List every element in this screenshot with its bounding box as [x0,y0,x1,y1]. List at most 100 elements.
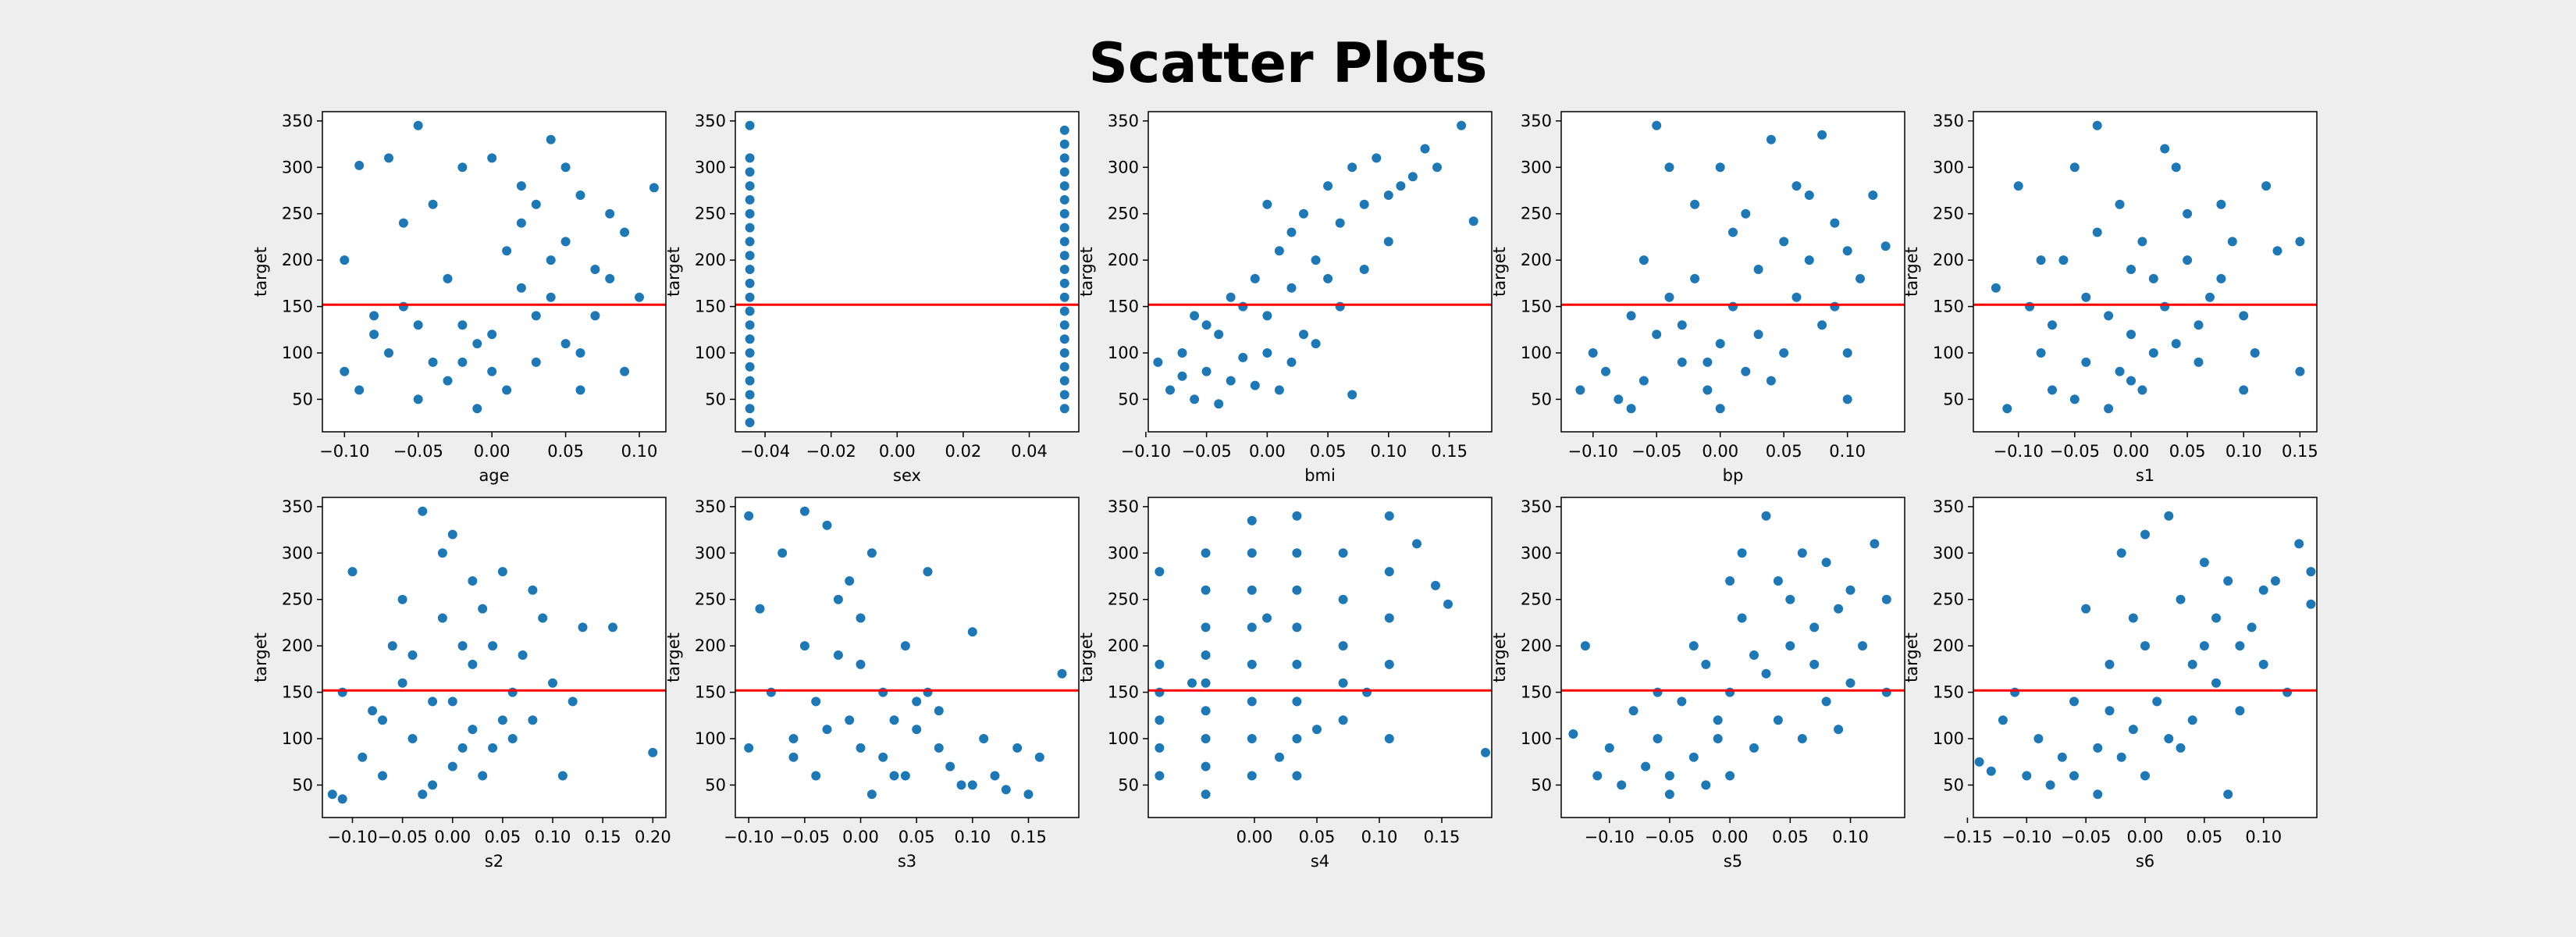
y-tick-label: 350 [1933,112,1964,130]
data-point [1845,677,1856,689]
y-tick-label: 200 [282,251,313,269]
data-point [899,640,911,652]
data-point [744,194,756,205]
data-point [744,152,756,164]
data-point [530,356,542,368]
data-point [1625,310,1637,322]
data-point [1059,208,1070,219]
data-point [2246,622,2258,633]
data-point [1059,291,1070,303]
data-point [1059,194,1070,205]
data-point [866,547,877,559]
data-point [2114,365,2126,377]
data-point [2249,347,2261,358]
data-point [955,779,967,791]
data-point [1727,226,1738,238]
data-point [339,365,350,377]
data-point [1201,319,1212,331]
y-axis-label: target [1490,632,1509,682]
y-tick-label: 150 [1108,297,1139,316]
data-point [407,650,418,661]
y-tick-label: 200 [1108,636,1139,655]
data-point [2126,264,2137,275]
data-point [2103,310,2115,322]
data-point [1249,379,1261,391]
y-tick-label: 200 [1521,251,1552,269]
data-point [2126,375,2137,387]
x-tick-label: 0.00 [1249,442,1286,461]
data-point [1154,566,1165,578]
data-point [2137,236,2148,248]
y-tick-label: 50 [292,390,313,408]
data-point [367,705,379,717]
data-point [2175,742,2186,754]
data-point [397,593,408,605]
y-tick-label: 200 [1108,251,1139,269]
data-point [1189,310,1201,322]
data-point [1845,584,1856,596]
data-point [2137,384,2148,396]
x-tick-label: −0.10 [1994,442,2044,461]
y-tick-label: 150 [695,683,726,702]
y-axis-label: target [1902,632,1921,682]
data-point [2140,640,2151,652]
x-axis-label: s4 [1311,852,1329,871]
data-point [855,612,866,624]
y-tick-label: 100 [695,344,726,362]
data-point [1246,622,1258,633]
data-point [2211,612,2222,624]
y-tick-label: 250 [1521,590,1552,609]
plot-frame [735,497,1080,818]
data-point [1791,291,1802,303]
y-tick-label: 250 [1933,205,1964,223]
data-point [1291,584,1303,596]
y-tick-label: 50 [1943,775,1964,794]
data-point [1638,255,1649,266]
subplot-age: 50 100 150 200 250 300 350 −0.10 −0.05 0.00 0.05 0.… [251,111,667,485]
data-point [1383,612,1395,624]
data-point [604,208,616,219]
data-point [339,255,350,266]
data-point [978,733,990,744]
data-point [1246,584,1258,596]
data-point [357,751,368,763]
data-point [989,770,1001,782]
data-point [1724,686,1736,698]
y-tick-label: 150 [282,683,313,702]
data-point [1246,547,1258,559]
data-point [1407,171,1418,183]
data-point [1225,375,1236,387]
x-tick-label: −0.10 [724,828,774,846]
data-point [1430,579,1441,591]
data-point [507,686,518,698]
y-tick-label: 100 [1933,729,1964,748]
data-point [1765,375,1777,387]
subplot-s5: 50 100 150 200 250 300 350 −0.10 −0.05 0.00 0.05 0.… [1490,497,1905,871]
data-point [1274,751,1285,763]
x-tick-label: 0.05 [485,828,521,846]
data-point [436,612,448,624]
y-tick-label: 200 [695,636,726,655]
data-point [966,779,978,791]
data-point [2035,255,2047,266]
data-point [2234,640,2246,652]
data-point [1567,729,1579,739]
data-point [2080,356,2092,368]
plot-frame [1147,497,1493,818]
data-point [1663,770,1675,782]
data-point [744,375,756,387]
data-point [1997,714,2008,726]
data-point [1358,198,1370,210]
data-point [1059,333,1070,345]
data-point [1059,166,1070,178]
data-point [1154,770,1165,782]
data-point [471,403,483,415]
data-point [2012,180,2024,192]
x-tick-label: −0.02 [806,442,856,461]
x-tick-label: 0.05 [1299,828,1336,846]
data-point [1749,650,1759,661]
data-point [567,696,578,707]
subplot-s1: 50 100 150 200 250 300 350 −0.10 −0.05 0.00 0.05 0.… [1902,111,2318,485]
data-point [922,566,934,578]
data-point [1985,765,1997,777]
